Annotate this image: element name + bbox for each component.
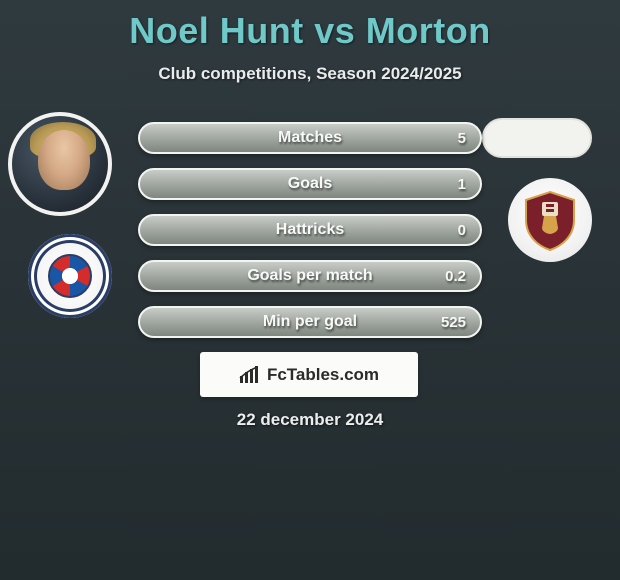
brand-label: FcTables.com (239, 365, 379, 385)
page-subtitle: Club competitions, Season 2024/2025 (0, 64, 620, 84)
stat-value: 0 (458, 222, 466, 239)
page-title: Noel Hunt vs Morton (0, 0, 620, 52)
brand-text: FcTables.com (267, 365, 379, 385)
stat-label: Goals (288, 175, 332, 193)
stat-value: 1 (458, 176, 466, 193)
stat-row: Goals per match 0.2 (138, 260, 482, 292)
stat-value: 525 (441, 314, 466, 331)
date-line: 22 december 2024 (0, 410, 620, 430)
stat-label: Matches (278, 129, 342, 147)
shield-icon (518, 188, 582, 252)
brand-box: FcTables.com (200, 352, 418, 397)
stat-label: Hattricks (276, 221, 344, 239)
stat-row: Goals 1 (138, 168, 482, 200)
stat-value: 5 (458, 130, 466, 147)
club-left-badge (28, 234, 112, 318)
club-right-badge (508, 178, 592, 262)
stat-value: 0.2 (445, 268, 466, 285)
stat-row: Matches 5 (138, 122, 482, 154)
stats-container: Matches 5 Goals 1 Hattricks 0 Goals per … (138, 122, 482, 352)
stat-label: Goals per match (247, 267, 372, 285)
stat-label: Min per goal (263, 313, 357, 331)
player-right-avatar (482, 118, 592, 158)
bars-icon (239, 366, 261, 384)
stat-row: Hattricks 0 (138, 214, 482, 246)
stat-row: Min per goal 525 (138, 306, 482, 338)
club-left-badge-inner (48, 254, 92, 298)
player-left-avatar (8, 112, 112, 216)
